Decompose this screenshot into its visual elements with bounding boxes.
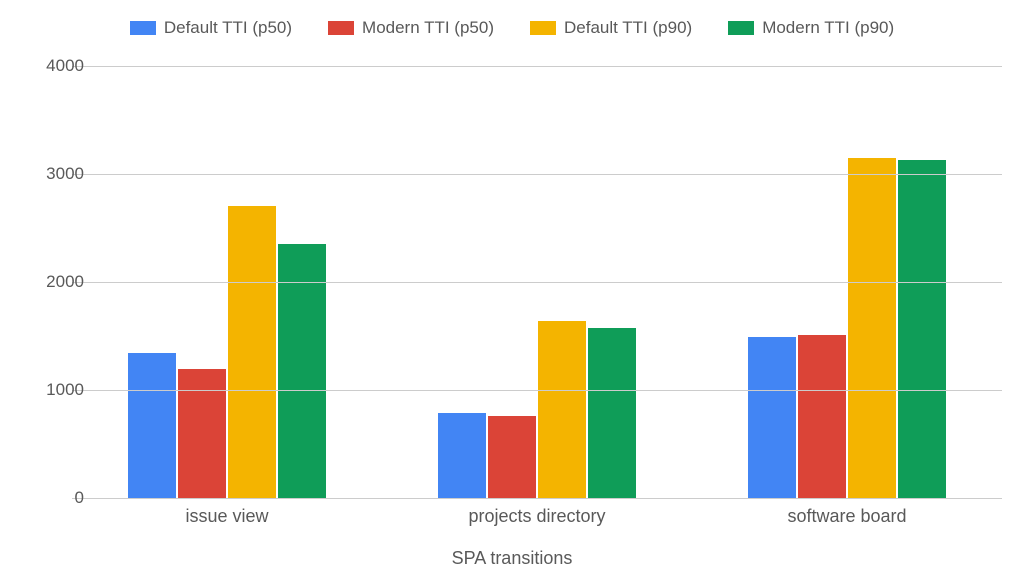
legend-item: Modern TTI (p50)	[328, 18, 494, 38]
y-tick-label: 3000	[24, 164, 84, 184]
legend-swatch	[130, 21, 156, 35]
gridline	[72, 498, 1002, 499]
gridline	[72, 66, 1002, 67]
x-category-label: issue view	[185, 506, 268, 527]
bar	[898, 160, 946, 498]
gridline	[72, 390, 1002, 391]
bar	[748, 337, 796, 498]
y-tick-label: 2000	[24, 272, 84, 292]
gridline	[72, 174, 1002, 175]
legend-item: Modern TTI (p90)	[728, 18, 894, 38]
legend-label: Modern TTI (p90)	[762, 18, 894, 38]
legend-item: Default TTI (p90)	[530, 18, 692, 38]
legend-label: Default TTI (p90)	[564, 18, 692, 38]
legend: Default TTI (p50) Modern TTI (p50) Default…	[0, 18, 1024, 38]
legend-item: Default TTI (p50)	[130, 18, 292, 38]
x-category-label: projects directory	[468, 506, 605, 527]
plot-area	[72, 66, 1002, 498]
bar	[588, 328, 636, 498]
bar	[798, 335, 846, 498]
legend-label: Modern TTI (p50)	[362, 18, 494, 38]
legend-swatch	[530, 21, 556, 35]
gridline	[72, 282, 1002, 283]
bar	[848, 158, 896, 498]
bar	[178, 369, 226, 498]
y-tick-label: 4000	[24, 56, 84, 76]
x-axis-title: SPA transitions	[0, 548, 1024, 569]
legend-swatch	[328, 21, 354, 35]
legend-label: Default TTI (p50)	[164, 18, 292, 38]
legend-swatch	[728, 21, 754, 35]
bar	[538, 321, 586, 498]
bar	[128, 353, 176, 498]
y-tick-label: 0	[24, 488, 84, 508]
chart-container: Default TTI (p50) Modern TTI (p50) Default…	[0, 0, 1024, 585]
y-tick-label: 1000	[24, 380, 84, 400]
bar	[228, 206, 276, 498]
x-category-label: software board	[787, 506, 906, 527]
bar	[488, 416, 536, 498]
bar	[438, 413, 486, 498]
